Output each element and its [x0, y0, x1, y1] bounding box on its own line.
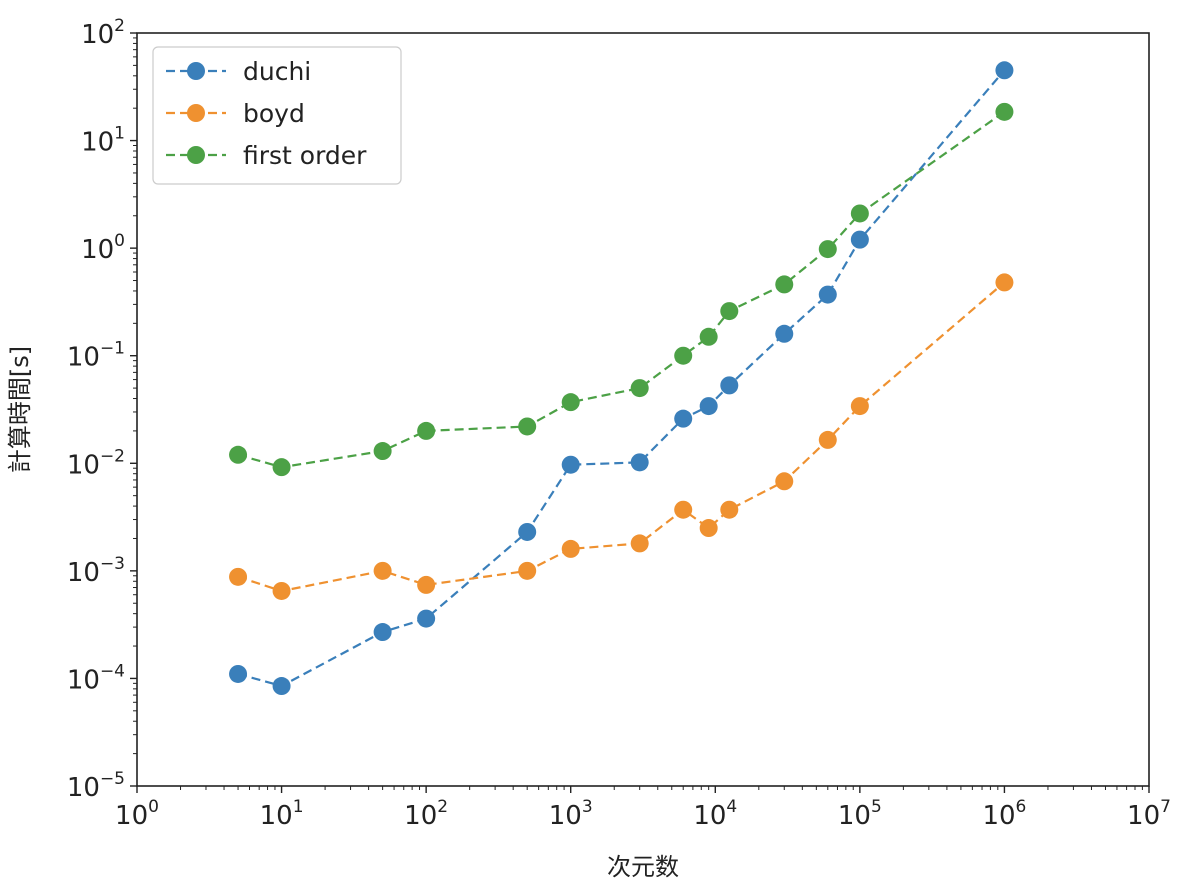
data-point	[373, 623, 392, 642]
data-point	[699, 397, 718, 416]
y-tick-label: 10−4	[67, 661, 125, 695]
y-axis-label: 計算時間[s]	[6, 346, 34, 473]
data-point	[674, 346, 693, 365]
data-point	[720, 302, 739, 321]
data-point	[417, 609, 436, 628]
y-tick-label: 100	[81, 231, 125, 265]
data-point	[775, 275, 794, 294]
series-duchi	[229, 61, 1014, 696]
y-tick-label: 102	[81, 16, 125, 50]
data-point	[995, 61, 1014, 80]
legend-box	[152, 46, 402, 185]
plot-frame	[136, 32, 1150, 787]
data-point	[850, 230, 869, 249]
y-tick-label: 10−1	[67, 339, 125, 373]
x-tick-label: 103	[549, 797, 593, 831]
data-point	[818, 430, 837, 449]
data-point	[674, 409, 693, 428]
data-point	[818, 285, 837, 304]
series-first-order	[229, 102, 1014, 477]
x-axis-label: 次元数	[607, 853, 679, 881]
data-point	[775, 472, 794, 491]
legend-item-boyd: boyd	[166, 99, 305, 128]
data-point	[518, 561, 537, 580]
data-point	[518, 417, 537, 436]
legend-swatch-marker	[187, 62, 205, 80]
data-point	[417, 421, 436, 440]
legend-swatch-marker	[187, 146, 205, 164]
data-point	[561, 455, 580, 474]
data-point	[699, 327, 718, 346]
legend-label: boyd	[243, 99, 305, 128]
data-point	[229, 567, 248, 586]
legend-swatch-marker	[187, 104, 205, 122]
data-point	[630, 379, 649, 398]
legend: duchi boyd first order	[152, 46, 402, 185]
data-point	[417, 575, 436, 594]
data-point	[850, 204, 869, 223]
data-point	[518, 522, 537, 541]
data-point	[630, 534, 649, 553]
data-point	[272, 677, 291, 696]
data-point	[373, 561, 392, 580]
data-point	[229, 445, 248, 464]
x-tick-label: 102	[404, 797, 448, 831]
series-boyd	[229, 273, 1014, 600]
series-line	[237, 281, 1006, 593]
data-point	[720, 376, 739, 395]
data-point	[699, 519, 718, 538]
data-point	[272, 581, 291, 600]
data-point	[775, 324, 794, 343]
x-tick-label: 107	[1127, 797, 1171, 831]
legend-item-first-order: first order	[166, 141, 367, 170]
data-point	[995, 102, 1014, 121]
data-point	[272, 458, 291, 477]
legend-label: first order	[243, 141, 367, 170]
legend-item-duchi: duchi	[166, 57, 311, 86]
major-ticks	[130, 32, 1150, 793]
x-tick-label: 101	[260, 797, 304, 831]
legend-label: duchi	[243, 57, 311, 86]
y-tick-label: 10−5	[67, 769, 125, 803]
data-point	[561, 539, 580, 558]
x-tick-label: 104	[693, 797, 737, 831]
data-point	[720, 500, 739, 519]
data-point	[630, 453, 649, 472]
x-tick-label: 100	[115, 797, 159, 831]
x-tick-label: 105	[838, 797, 882, 831]
y-tick-label: 10−3	[67, 554, 125, 588]
series-layer	[229, 61, 1014, 696]
data-point	[850, 397, 869, 416]
data-point	[674, 500, 693, 519]
data-point	[561, 393, 580, 412]
data-point	[818, 240, 837, 259]
x-tick-label: 106	[982, 797, 1026, 831]
x-tick-labels: 100 101 102 103 104 105 106 107	[115, 797, 1171, 831]
data-point	[995, 273, 1014, 292]
data-point	[229, 664, 248, 683]
series-line	[237, 69, 1006, 688]
y-tick-label: 10−2	[67, 446, 125, 480]
y-tick-labels: 10−5 10−4 10−3 10−2 10−1 100 101 102	[67, 16, 125, 803]
data-point	[373, 442, 392, 461]
y-tick-label: 101	[81, 124, 125, 158]
